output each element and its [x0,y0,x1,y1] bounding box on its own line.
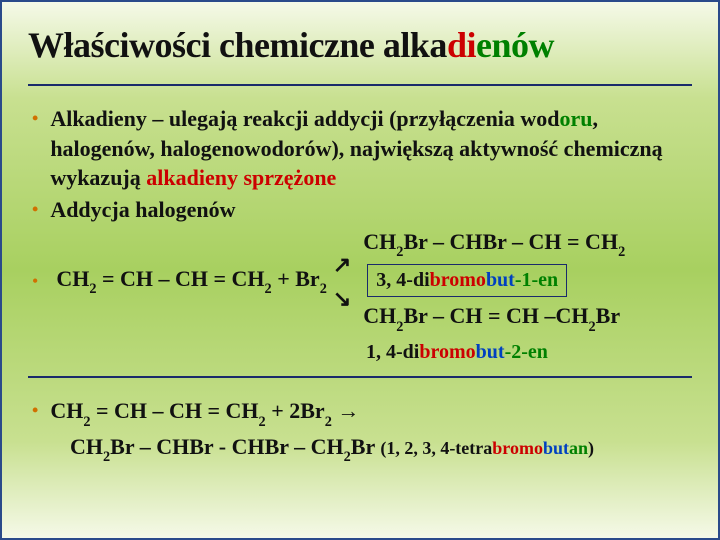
content-divider [28,376,692,378]
product-top: CH2Br – CHBr – CH = CH2 [363,227,625,261]
reaction-1-arrows: ↗ ↘ [333,242,353,320]
title-red: di [447,25,476,65]
bullet-1: • Alkadieny – ulegają reakcji addycji (p… [28,104,692,193]
bullet-icon: • [32,267,38,296]
title-divider [28,84,692,86]
reaction-2-reactant: CH2 = CH – CH = CH2 + 2Br2 → [50,396,692,430]
slide-title: Właściwości chemiczne alkadienów [28,20,692,84]
bullet-icon: • [32,396,38,430]
reaction-1-reactant: CH2 = CH – CH = CH2 + Br2 [56,264,327,298]
arrow-top-icon: ↗ [333,250,351,280]
bullet-1-text: Alkadieny – ulegają reakcji addycji (prz… [50,104,692,193]
bullet-icon: • [32,104,38,193]
bullet-2-text: Addycja halogenów [50,195,692,225]
slide-content: • Alkadieny – ulegają reakcji addycji (p… [28,104,692,466]
product-bottom-name: 1, 4-dibromobut-2-en [366,339,692,366]
reaction-1-products: CH2Br – CHBr – CH = CH2 3, 4-dibromobut-… [363,227,625,335]
product-2-name: (1, 2, 3, 4-tetrabromobutan) [380,438,594,458]
slide-container: Właściwości chemiczne alkadienów • Alkad… [0,0,720,540]
bullet-icon: • [32,195,38,225]
product-bottom: CH2Br – CH = CH –CH2Br [363,301,620,335]
arrow-bottom-icon: ↘ [333,284,351,314]
reaction-2-line1: • CH2 = CH – CH = CH2 + 2Br2 → [28,396,692,430]
product-top-name: 3, 4-dibromobut-1-en [367,264,567,297]
title-pre: Właściwości chemiczne alka [28,25,447,65]
reaction-1: • CH2 = CH – CH = CH2 + Br2 ↗ ↘ CH2Br – … [28,227,692,335]
title-green: enów [476,25,554,65]
reaction-2-line2: CH2Br – CHBr - CHBr – CH2Br (1, 2, 3, 4-… [70,432,692,466]
bullet-2: • Addycja halogenów [28,195,692,225]
